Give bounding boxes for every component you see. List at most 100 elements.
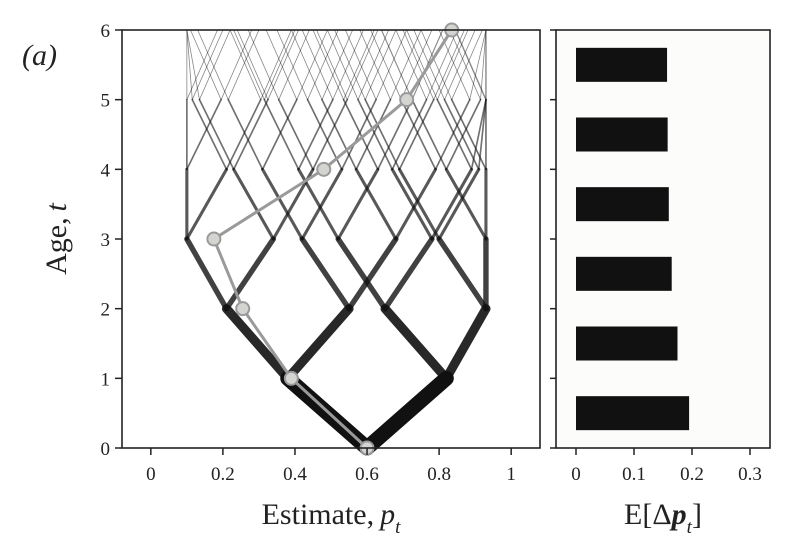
tree-branch [390,167,434,241]
tree-branch [357,98,394,171]
tree-branch [436,29,469,101]
x-tick-label: 0.8 [427,464,451,485]
branching-tree [184,29,491,456]
right-chart: 0 0.1 0.2 0.3 E[Δpt] [550,29,771,538]
right-x-axis: 0 0.1 0.2 0.3 [571,448,762,485]
panel-label: (a) [22,39,57,72]
tree-branch [326,29,359,101]
tree-branch [199,29,231,101]
bar [576,187,669,222]
tree-branch [359,29,391,101]
bar [576,47,668,82]
x-tick-label: 1 [506,464,516,485]
tree-branch [278,29,310,101]
tree-branch [290,29,323,101]
tree-branch [380,304,451,383]
path-marker [206,231,222,247]
tree-branch [300,167,344,241]
tree-branch [301,29,334,101]
path-marker [399,92,415,108]
tree-branch [359,370,454,456]
tree-branch [342,98,379,171]
tree-branch [221,304,293,383]
tree-branch [346,29,379,101]
tree-branch [411,29,444,101]
tree-branch [346,236,399,312]
tree-branch [229,29,262,101]
tree-branch [449,29,481,101]
bar [576,396,690,431]
tree-branch [276,29,308,101]
tree-branch [437,167,481,241]
x-tick-label: 0.1 [622,464,646,485]
tree-branch [480,29,487,101]
tree-branch [186,29,218,101]
tree-branch [260,167,304,241]
tree-branch [220,29,253,101]
tree-branch [364,98,401,171]
left-y-axis: 0 1 2 3 4 5 6 [101,21,122,460]
left-x-axis: 0 0.2 0.4 0.6 0.8 1 [146,448,516,485]
tree-branch [382,236,435,312]
tree-branch [336,167,380,241]
tree-branch [223,236,277,312]
tree-branch [364,29,397,101]
tree-branch [277,98,314,171]
tree-branch [334,29,366,101]
tree-branch [397,167,441,241]
tree-branch [296,29,328,101]
tree-branch [186,29,200,101]
tree-branch [451,29,483,101]
y-tick-label: 3 [101,230,111,251]
tree-branch [444,167,488,241]
tree-branch [441,304,491,383]
tree-branch [261,98,298,171]
y-tick-label: 6 [101,21,111,42]
tree-branch [316,29,348,101]
tree-branch [436,236,489,312]
path-marker [283,370,299,386]
tree-branch [263,29,296,101]
tree-branch [335,236,388,312]
path-marker [235,301,251,317]
tree-branch [398,98,435,171]
tree-branch [190,29,222,101]
tree-branch [343,29,375,101]
tree-branch [332,29,364,101]
tree-branch [236,29,269,101]
tree-branch [357,29,390,101]
tree-branch [411,98,448,171]
tree-branch [420,29,453,101]
path-marker [316,161,332,177]
tree-branch [233,29,265,101]
tree-branch [312,98,349,171]
tree-branch [225,98,262,171]
tree-branch [370,29,402,101]
tree-branch [394,167,438,241]
tree-branch [307,29,339,101]
x-tick-label: 0 [571,464,581,485]
tree-branch [186,98,222,171]
tree-branch [297,98,334,171]
tree-branch [433,29,465,101]
tree-branch [454,29,487,101]
tree-branch [355,98,392,171]
tree-branch [186,29,193,101]
tree-branch [198,98,235,171]
bar [576,117,668,152]
tree-branch [345,29,377,101]
bar [576,326,678,361]
tree-branch [265,29,298,101]
right-y-axis [550,29,556,449]
tree-branch [390,29,422,101]
tree-branch [299,236,352,312]
bar [576,256,672,291]
x-tick-label: 0.3 [738,464,762,485]
tree-branch [267,29,299,101]
y-tick-label: 4 [101,160,111,181]
tree-branch [380,29,413,101]
tree-branch [184,236,230,312]
tree-branch [191,98,228,171]
tree-branch [436,98,473,171]
tree-branch [354,167,398,241]
